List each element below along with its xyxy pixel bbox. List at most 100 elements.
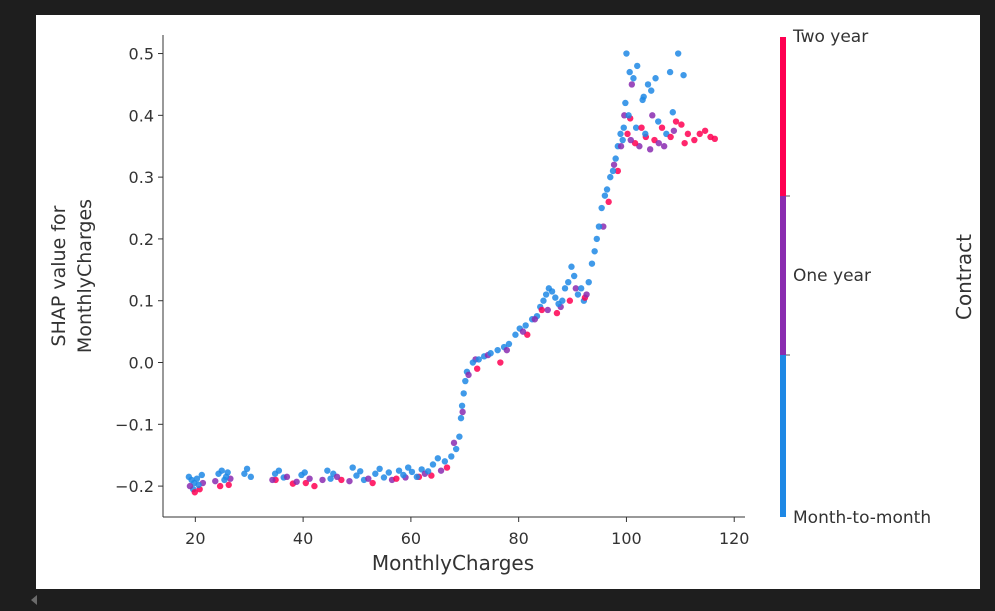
- x-tick-label: 20: [185, 529, 205, 548]
- data-point-month-to-month: [568, 263, 575, 270]
- data-point-two-year: [614, 167, 622, 175]
- data-point-two-year: [605, 198, 612, 206]
- data-point-month-to-month: [241, 470, 248, 477]
- data-point-month-to-month: [357, 468, 364, 475]
- data-point-month-to-month: [655, 118, 662, 125]
- data-point-two-year: [216, 482, 224, 490]
- data-point-one-year: [670, 127, 678, 134]
- data-point-month-to-month: [609, 167, 617, 175]
- data-point-month-to-month: [622, 99, 629, 107]
- data-point-month-to-month: [372, 470, 379, 477]
- data-point-month-to-month: [385, 469, 392, 476]
- data-point-month-to-month: [469, 359, 477, 366]
- data-point-month-to-month: [404, 464, 412, 471]
- data-point-one-year: [283, 473, 291, 481]
- y-ticks: −0.2 −0.1 0.0 0.1 0.2 0.3 0.4 0.5: [115, 45, 163, 496]
- scroll-left-arrow[interactable]: [31, 595, 37, 605]
- data-point-one-year: [572, 285, 579, 292]
- data-point-month-to-month: [413, 473, 421, 481]
- data-point-two-year: [711, 135, 719, 143]
- data-point-month-to-month: [376, 465, 383, 472]
- data-point-month-to-month: [522, 322, 529, 329]
- data-point-month-to-month: [247, 473, 255, 481]
- data-point-month-to-month: [642, 130, 649, 138]
- data-point-one-year: [519, 328, 527, 335]
- data-point-one-year: [531, 316, 539, 323]
- dependence-plot: −0.2 −0.1 0.0 0.1 0.2 0.3 0.4 0.5 20 40 60 80 100 12…: [48, 27, 976, 575]
- data-point-month-to-month: [505, 340, 513, 348]
- data-point-one-year: [465, 371, 472, 379]
- data-point-month-to-month: [630, 75, 637, 82]
- colorbar-segment-month-to-month: [780, 355, 786, 517]
- y-tick-label: 0.2: [129, 230, 154, 249]
- x-tick-label: 40: [293, 529, 313, 548]
- data-point-month-to-month: [487, 350, 494, 357]
- data-point-month-to-month: [545, 285, 553, 292]
- data-point-month-to-month: [441, 458, 449, 465]
- data-point-month-to-month: [185, 473, 193, 481]
- data-point-two-year: [672, 118, 680, 125]
- data-point-two-year: [369, 479, 376, 487]
- data-point-one-year: [293, 478, 300, 485]
- data-point-two-year: [678, 121, 685, 128]
- data-point-month-to-month: [222, 473, 230, 481]
- y-axis-label-line-1: SHAP value for: [48, 205, 70, 346]
- y-tick-label: 0.5: [129, 45, 154, 64]
- data-point-one-year: [346, 477, 353, 485]
- data-point-month-to-month: [552, 294, 559, 301]
- data-point-one-year: [212, 477, 219, 485]
- data-point-two-year: [566, 297, 574, 304]
- data-point-month-to-month: [680, 71, 687, 79]
- data-point-one-year: [583, 291, 590, 298]
- x-tick-label: 80: [508, 529, 528, 548]
- data-point-two-year: [681, 139, 688, 147]
- colorbar-segment-two-year: [780, 37, 786, 196]
- data-point-month-to-month: [448, 453, 455, 460]
- data-point-month-to-month: [632, 124, 640, 131]
- data-point-month-to-month: [644, 81, 652, 88]
- data-point-month-to-month: [588, 260, 596, 267]
- data-point-month-to-month: [457, 414, 465, 422]
- data-point-month-to-month: [595, 223, 603, 230]
- data-point-month-to-month: [555, 300, 562, 308]
- data-point-two-year: [538, 306, 546, 314]
- data-point-one-year: [660, 143, 668, 150]
- data-point-two-year: [443, 464, 451, 471]
- data-point-month-to-month: [429, 461, 437, 468]
- data-point-one-year: [610, 161, 618, 168]
- data-point-month-to-month: [275, 467, 283, 474]
- data-point-month-to-month: [561, 285, 569, 292]
- data-point-one-year: [459, 408, 466, 416]
- data-point-one-year: [306, 475, 313, 482]
- points-layer: [185, 50, 719, 496]
- data-point-month-to-month: [395, 467, 403, 474]
- data-point-month-to-month: [353, 472, 360, 479]
- data-point-month-to-month: [452, 445, 460, 453]
- data-point-month-to-month: [494, 346, 501, 354]
- data-point-two-year: [658, 124, 666, 131]
- data-point-month-to-month: [639, 96, 646, 104]
- data-point-one-year: [437, 467, 445, 474]
- data-point-one-year: [186, 482, 194, 490]
- data-point-month-to-month: [324, 467, 331, 474]
- data-point-month-to-month: [540, 297, 547, 304]
- data-point-month-to-month: [198, 471, 205, 479]
- y-tick-label: 0.4: [129, 106, 154, 125]
- y-tick-label: −0.1: [115, 415, 154, 434]
- data-point-month-to-month: [626, 68, 633, 76]
- data-point-month-to-month: [577, 285, 585, 292]
- data-point-month-to-month: [674, 50, 682, 57]
- data-point-month-to-month: [327, 475, 334, 482]
- data-point-month-to-month: [512, 331, 519, 338]
- data-point-month-to-month: [598, 204, 605, 212]
- data-point-month-to-month: [623, 50, 630, 57]
- data-point-one-year: [319, 476, 326, 484]
- data-point-one-year: [617, 143, 625, 150]
- colorbar-segment-one-year: [780, 196, 786, 355]
- data-point-month-to-month: [591, 248, 598, 255]
- data-point-month-to-month: [666, 68, 674, 76]
- data-point-month-to-month: [408, 468, 416, 476]
- data-point-month-to-month: [617, 130, 624, 138]
- colorbar-label-month-to-month: Month-to-month: [793, 508, 931, 528]
- data-point-one-year: [655, 139, 662, 147]
